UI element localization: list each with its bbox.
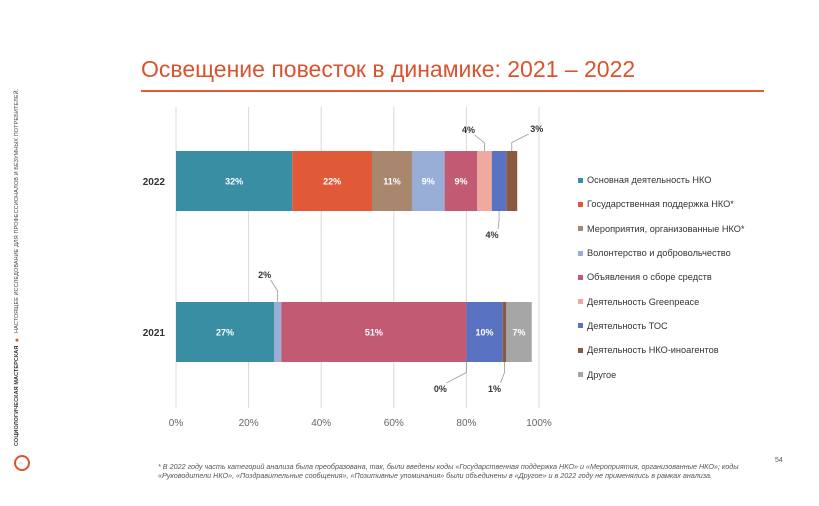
legend-label: Основная деятельность НКО [587,175,712,186]
data-label: 3% [530,124,543,134]
title-underline [141,90,764,92]
callout-line [474,134,485,151]
bar-segment [176,302,275,362]
legend-label: Другое [587,369,617,380]
legend-item: Волонтерство и добровольчество [578,241,745,265]
bar-segment [491,151,507,211]
legend-label: Мероприятия, организованные НКО* [587,223,745,234]
legend-swatch [578,299,583,305]
footnote: * В 2022 году часть категорий анализа бы… [158,462,739,480]
page-title: Освещение повесток в динамике: 2021 – 20… [141,56,636,82]
bar-segment [466,302,503,362]
bar-segment [372,151,412,211]
bar-segment [502,302,507,362]
data-label: 51% [365,328,383,338]
data-label: 4% [462,125,475,135]
x-tick-label: 20% [239,418,259,429]
x-tick-label: 40% [311,418,331,429]
legend-label: Деятельность Greenpeace [587,296,700,307]
data-label: 2% [258,270,271,280]
callout-line [500,362,505,384]
bar-segment [292,151,373,211]
legend-label: Деятельность НКО-иноагентов [587,345,719,356]
legend-swatch [578,226,583,232]
legend-swatch [578,201,583,207]
callout-line [270,279,279,302]
legend-label: Государственная поддержка НКО* [587,199,734,210]
legend-item: Основная деятельность НКО [578,168,745,192]
chart-legend: Основная деятельность НКО Государственная… [578,168,745,387]
bar-segment [281,302,467,362]
legend-item: Государственная поддержка НКО* [578,192,745,216]
category-label: 2021 [143,328,166,339]
legend-swatch [578,177,583,183]
data-label: 7% [513,328,526,338]
data-label: 9% [454,177,467,187]
data-label: 10% [476,328,494,338]
legend-label: Объявления о сборе средств [587,272,712,283]
legend-item: Деятельность Greenpeace [578,289,745,313]
data-label: 27% [216,328,234,338]
bar-segment [176,151,293,211]
data-label: 32% [225,177,243,187]
legend-label: Волонтерство и добровольчество [587,248,731,259]
bar-segment [444,151,478,211]
data-label: 1% [488,384,501,394]
legend-swatch [578,274,583,280]
x-tick-label: 0% [169,418,184,429]
legend-item: Деятельность НКО-иноагентов [578,338,745,362]
legend-item: Объявления о сборе средств [578,265,745,289]
legend-label: Деятельность ТОС [587,320,668,331]
bar-segment [477,151,492,211]
bar-segment [274,302,282,362]
legend-swatch [578,323,583,329]
legend-swatch [578,250,583,256]
legend-swatch [578,372,583,378]
logo-icon: ◠ [14,455,30,471]
category-label: 2022 [143,177,166,188]
legend-item: Мероприятия, организованные НКО* [578,217,745,241]
bar-segment [506,302,532,362]
data-label: 4% [486,230,499,240]
legend-swatch [578,347,583,353]
data-label: 11% [383,177,401,187]
x-tick-label: 100% [526,418,552,429]
callout-line [497,211,500,230]
x-tick-label: 60% [384,418,404,429]
bar-segment [411,151,445,211]
data-label: 9% [422,177,435,187]
bar-segment [506,151,518,211]
data-label: 0% [434,384,447,394]
legend-item: Деятельность ТОС [578,314,745,338]
callout-line [511,133,529,151]
legend-item: Другое [578,362,745,386]
x-tick-label: 80% [456,418,476,429]
callout-line [446,362,467,384]
data-label: 22% [323,177,341,187]
page-number: 54 [775,457,783,464]
